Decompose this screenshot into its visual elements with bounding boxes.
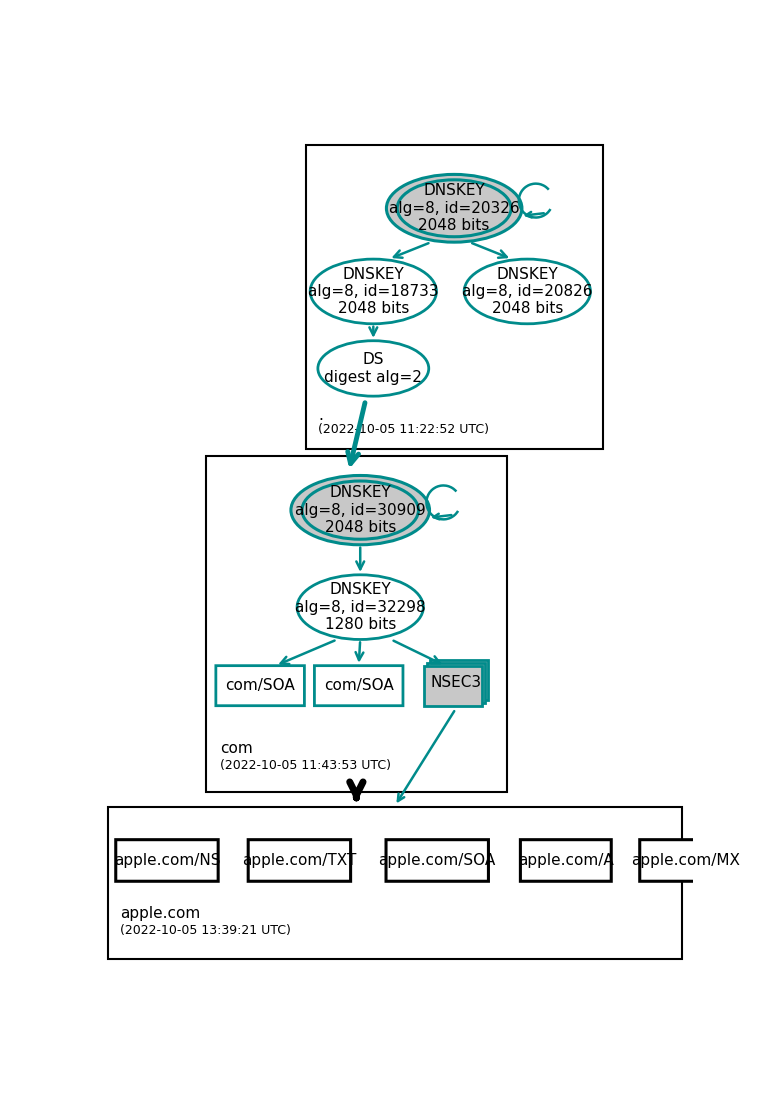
Text: com/SOA: com/SOA bbox=[323, 678, 394, 694]
Ellipse shape bbox=[291, 476, 429, 545]
Ellipse shape bbox=[387, 174, 522, 242]
Bar bbox=[306, 146, 603, 449]
Text: DNSKEY
alg=8, id=32298
1280 bits: DNSKEY alg=8, id=32298 1280 bits bbox=[295, 582, 425, 632]
FancyBboxPatch shape bbox=[520, 840, 611, 882]
Bar bbox=[430, 660, 488, 699]
Ellipse shape bbox=[464, 259, 591, 324]
FancyBboxPatch shape bbox=[248, 840, 350, 882]
Ellipse shape bbox=[297, 574, 423, 640]
Text: apple.com/MX: apple.com/MX bbox=[631, 853, 740, 868]
Text: (2022-10-05 13:39:21 UTC): (2022-10-05 13:39:21 UTC) bbox=[120, 924, 291, 938]
Text: com: com bbox=[220, 742, 253, 756]
Text: DS
digest alg=2: DS digest alg=2 bbox=[324, 352, 422, 385]
Text: DNSKEY
alg=8, id=30909
2048 bits: DNSKEY alg=8, id=30909 2048 bits bbox=[295, 486, 425, 535]
Bar bbox=[427, 663, 485, 702]
Text: DNSKEY
alg=8, id=20826
2048 bits: DNSKEY alg=8, id=20826 2048 bits bbox=[462, 267, 593, 316]
Text: NSEC3: NSEC3 bbox=[430, 675, 481, 690]
FancyBboxPatch shape bbox=[640, 840, 730, 882]
Text: com/SOA: com/SOA bbox=[225, 678, 295, 694]
Text: (2022-10-05 11:22:52 UTC): (2022-10-05 11:22:52 UTC) bbox=[318, 423, 489, 437]
Bar bbox=[107, 807, 682, 959]
Text: apple.com/NS: apple.com/NS bbox=[113, 853, 220, 868]
Bar bbox=[206, 456, 506, 792]
FancyBboxPatch shape bbox=[116, 840, 218, 882]
Text: apple.com: apple.com bbox=[120, 906, 200, 921]
FancyBboxPatch shape bbox=[314, 665, 403, 706]
Bar bbox=[424, 665, 482, 706]
FancyBboxPatch shape bbox=[386, 840, 489, 882]
Text: apple.com/TXT: apple.com/TXT bbox=[242, 853, 357, 868]
Ellipse shape bbox=[318, 340, 428, 396]
Text: apple.com/A: apple.com/A bbox=[518, 853, 614, 868]
Text: DNSKEY
alg=8, id=18733
2048 bits: DNSKEY alg=8, id=18733 2048 bits bbox=[308, 267, 438, 316]
Text: DNSKEY
alg=8, id=20326
2048 bits: DNSKEY alg=8, id=20326 2048 bits bbox=[389, 184, 520, 233]
Text: apple.com/SOA: apple.com/SOA bbox=[378, 853, 496, 868]
Ellipse shape bbox=[310, 259, 436, 324]
Text: (2022-10-05 11:43:53 UTC): (2022-10-05 11:43:53 UTC) bbox=[220, 759, 391, 772]
FancyBboxPatch shape bbox=[216, 665, 304, 706]
Text: .: . bbox=[318, 408, 323, 423]
